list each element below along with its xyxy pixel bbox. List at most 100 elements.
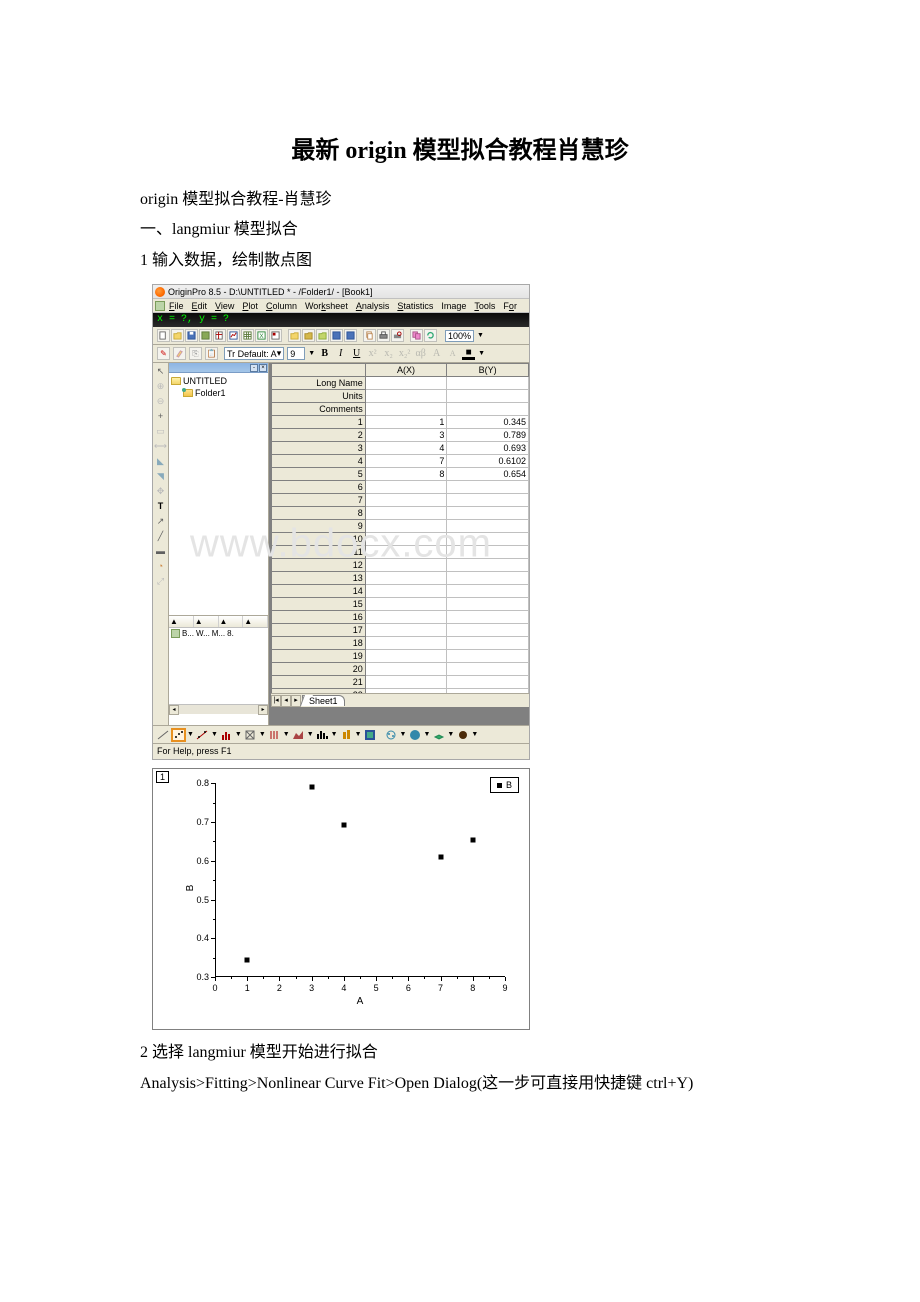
dropdown-icon[interactable]: ▼ — [235, 731, 242, 738]
row-header[interactable]: 7 — [272, 494, 366, 507]
row-header[interactable]: 18 — [272, 637, 366, 650]
cell[interactable] — [447, 637, 529, 650]
dropdown-icon[interactable]: ▼ — [355, 731, 362, 738]
print-icon[interactable] — [377, 329, 390, 342]
row-header[interactable]: 16 — [272, 611, 366, 624]
zoom-out-icon[interactable]: ⊖ — [155, 395, 167, 407]
cell[interactable] — [365, 546, 447, 559]
row-header[interactable]: 4 — [272, 455, 366, 468]
bold-button[interactable]: B — [318, 347, 331, 360]
row-header[interactable]: 20 — [272, 663, 366, 676]
col-header-a[interactable]: A(X) — [365, 364, 447, 377]
cell[interactable] — [365, 663, 447, 676]
menu-image[interactable]: Image — [437, 301, 470, 311]
rescale-icon[interactable]: ⤢ — [155, 575, 167, 587]
rect-icon[interactable]: ▬ — [155, 545, 167, 557]
supersub-button[interactable]: x₂² — [398, 347, 411, 360]
font-name-combo[interactable]: Tr Default: A ▾ — [224, 347, 284, 360]
save-project-icon[interactable] — [199, 329, 212, 342]
subscript-button[interactable]: x₂ — [382, 347, 395, 360]
zoom-dropdown-icon[interactable]: ▼ — [475, 332, 486, 339]
hist-plot-icon[interactable] — [315, 728, 330, 742]
cell[interactable] — [447, 390, 529, 403]
row-header[interactable]: 6 — [272, 481, 366, 494]
paste-icon[interactable]: 📋 — [205, 347, 218, 360]
cell[interactable] — [447, 520, 529, 533]
3d-wire-icon[interactable] — [455, 728, 470, 742]
3d-surface-icon[interactable] — [407, 728, 422, 742]
cell[interactable] — [447, 650, 529, 663]
zoom-in-icon[interactable]: ⊕ — [155, 380, 167, 392]
list-col[interactable]: ▲ — [169, 616, 194, 627]
underline-button[interactable]: U — [350, 347, 363, 360]
column-plot-icon[interactable] — [219, 728, 234, 742]
line-plot-icon[interactable] — [155, 728, 170, 742]
dropdown-icon[interactable]: ▼ — [423, 731, 430, 738]
dropdown-icon[interactable]: ▼ — [400, 731, 407, 738]
menu-plot[interactable]: Plot — [238, 301, 262, 311]
italic-button[interactable]: I — [334, 347, 347, 360]
new-layout-icon[interactable] — [269, 329, 282, 342]
cell[interactable] — [365, 650, 447, 663]
font-color-icon[interactable]: ■ — [462, 347, 475, 360]
decrease-font-icon[interactable]: A — [446, 347, 459, 360]
cell[interactable]: 3 — [365, 429, 447, 442]
refresh-icon[interactable] — [424, 329, 437, 342]
cell[interactable] — [365, 611, 447, 624]
menu-statistics[interactable]: Statistics — [393, 301, 437, 311]
dropdown-icon[interactable]: ▼ — [259, 731, 266, 738]
dropdown-icon[interactable]: ▼ — [307, 731, 314, 738]
cell[interactable] — [365, 533, 447, 546]
contour-plot-icon[interactable] — [363, 728, 378, 742]
tab-first-icon[interactable]: |◂ — [271, 695, 281, 707]
col-header-b[interactable]: B(Y) — [447, 364, 529, 377]
broom-icon[interactable] — [173, 347, 186, 360]
cell[interactable]: 1 — [365, 416, 447, 429]
cell[interactable] — [447, 572, 529, 585]
row-header[interactable]: 9 — [272, 520, 366, 533]
cell[interactable] — [447, 663, 529, 676]
cell[interactable] — [447, 507, 529, 520]
pan-icon[interactable]: ✥ — [155, 485, 167, 497]
new-project-icon[interactable] — [157, 329, 170, 342]
cell[interactable]: 0.654 — [447, 468, 529, 481]
cell[interactable]: 8 — [365, 468, 447, 481]
cell[interactable] — [447, 611, 529, 624]
sheet-tab[interactable]: Sheet1 — [302, 695, 345, 706]
menu-format[interactable]: For — [499, 301, 521, 311]
duplicate-icon[interactable] — [410, 329, 423, 342]
row-header[interactable]: 5 — [272, 468, 366, 481]
stock-plot-icon[interactable] — [267, 728, 282, 742]
save-icon[interactable] — [185, 329, 198, 342]
greek-button[interactable]: αβ — [414, 347, 427, 360]
dropdown-icon[interactable]: ▼ — [331, 731, 338, 738]
new-graph-icon[interactable] — [227, 329, 240, 342]
line-icon[interactable]: ╱ — [155, 530, 167, 542]
copy-page-icon[interactable] — [363, 329, 376, 342]
pane-min-icon[interactable]: - — [250, 364, 258, 372]
3d-scatter-icon[interactable] — [384, 728, 399, 742]
zoom-combo[interactable]: 100% — [445, 330, 474, 342]
menu-worksheet[interactable]: Worksheet — [301, 301, 352, 311]
mask-icon[interactable]: ◣ — [155, 455, 167, 467]
cell[interactable] — [365, 559, 447, 572]
scatter-plot-icon[interactable] — [171, 728, 186, 742]
cell[interactable] — [447, 481, 529, 494]
3d-bar-icon[interactable] — [431, 728, 446, 742]
menu-column[interactable]: Column — [262, 301, 301, 311]
row-header[interactable]: 1 — [272, 416, 366, 429]
cell[interactable] — [365, 403, 447, 416]
cell[interactable] — [365, 481, 447, 494]
row-header[interactable]: 12 — [272, 559, 366, 572]
row-header[interactable]: 8 — [272, 507, 366, 520]
cell[interactable] — [365, 494, 447, 507]
print-preview-icon[interactable] — [391, 329, 404, 342]
menu-view[interactable]: View — [211, 301, 238, 311]
cell[interactable]: 0.6102 — [447, 455, 529, 468]
cell[interactable] — [447, 533, 529, 546]
row-header[interactable]: 21 — [272, 676, 366, 689]
cell[interactable] — [365, 637, 447, 650]
row-header[interactable]: 17 — [272, 624, 366, 637]
row-header[interactable]: 14 — [272, 585, 366, 598]
cell[interactable]: 0.345 — [447, 416, 529, 429]
